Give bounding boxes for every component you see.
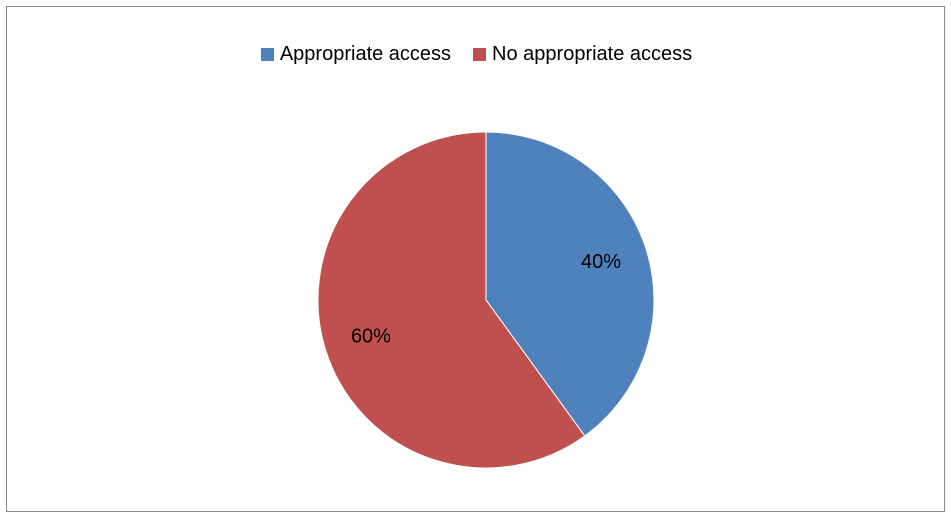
legend-swatch-appropriate-access — [260, 48, 274, 61]
legend: Appropriate access No appropriate access — [7, 43, 946, 66]
legend-label-no-appropriate-access: No appropriate access — [492, 43, 693, 65]
slice-appropriate-access — [485, 131, 655, 437]
data-label-appropriate-access: 40% — [581, 251, 621, 273]
pie-data-labels: 40% 60% — [351, 251, 621, 348]
legend-item-appropriate-access: Appropriate access — [260, 43, 452, 66]
data-label-no-appropriate-access: 60% — [351, 326, 391, 348]
chart-area: Appropriate access No appropriate access… — [6, 6, 945, 512]
legend-swatch-no-appropriate-access — [473, 48, 487, 61]
legend-label-appropriate-access: Appropriate access — [279, 43, 452, 65]
pie-chart: 40% 60% — [317, 131, 655, 469]
slice-no-appropriate-access — [317, 131, 586, 469]
pie-slices — [317, 131, 655, 469]
legend-item-no-appropriate-access: No appropriate access — [473, 43, 692, 66]
